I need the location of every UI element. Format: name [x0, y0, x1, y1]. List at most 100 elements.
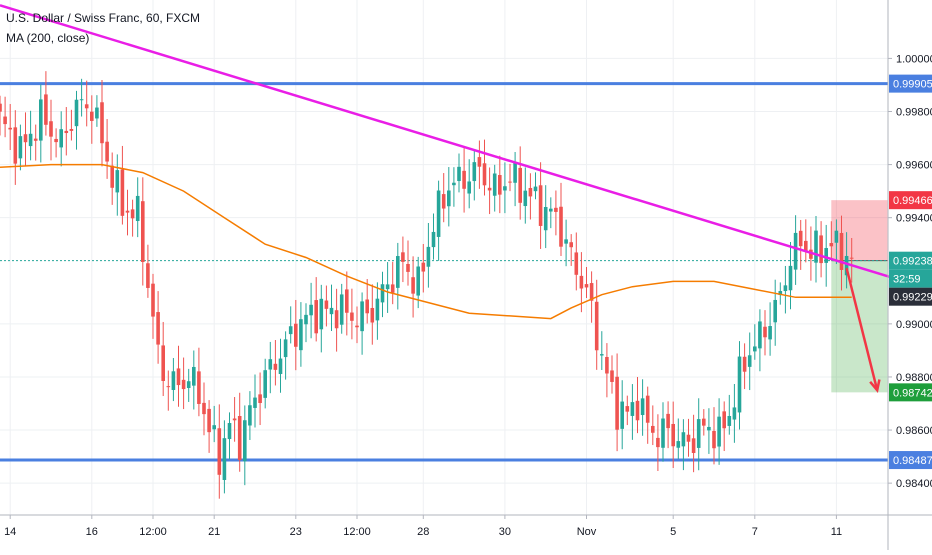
candle-body [702, 418, 706, 426]
candle-body [176, 368, 181, 386]
candle-body [227, 423, 232, 440]
candle-body [375, 298, 380, 321]
y-tick-label: 1.00000 [896, 53, 932, 65]
candle-body [396, 256, 400, 288]
x-tick-label: 14 [4, 526, 16, 538]
x-tick-label: 30 [499, 526, 511, 538]
candle-body [268, 359, 273, 370]
candle-body [278, 358, 283, 375]
target-price-tag-bg [889, 383, 932, 402]
candle-body [625, 406, 630, 412]
candle-body [365, 299, 369, 314]
candle-body [329, 307, 334, 315]
candle-body [482, 163, 487, 186]
candle-body [503, 186, 507, 191]
stop-price-tag: 0.99466 [893, 195, 932, 207]
candle-body [33, 138, 38, 141]
candle-body [712, 430, 716, 449]
x-tick-label: 21 [208, 526, 220, 538]
candle-body [824, 248, 828, 263]
price-tags: 0.99905 0.99466 0.99238 32:59 0.99229 0.98742… [889, 74, 932, 470]
candle-body [243, 420, 247, 462]
candle-body [477, 157, 482, 167]
candle-body [212, 425, 216, 430]
lower-line-price-tag-bg [889, 451, 932, 470]
candle-body [737, 356, 742, 413]
candle-body [59, 129, 63, 148]
candle-body [640, 398, 645, 416]
candle-body [411, 277, 415, 294]
candle-body [13, 127, 18, 164]
candle-body [18, 136, 23, 159]
candle-body [3, 116, 7, 125]
candle-body [610, 370, 614, 382]
candle-body [186, 381, 191, 389]
candle-body [217, 428, 222, 475]
candle-body [564, 239, 568, 244]
symbol-title: U.S. Dollar / Swiss Franc, 60, FXCM [6, 11, 200, 25]
candle-body [319, 298, 324, 330]
countdown-tag: 32:59 [893, 274, 921, 286]
candle-body [263, 370, 267, 398]
candle-body [84, 104, 89, 109]
last-price-tag: 0.99238 [893, 256, 932, 268]
candle-body [64, 130, 69, 134]
candle-body [370, 307, 375, 323]
candle-body [74, 99, 79, 127]
candle-body [294, 323, 298, 347]
candle-body [431, 231, 436, 248]
candle-body [605, 356, 609, 374]
candle-body [630, 402, 635, 416]
candle-body [778, 291, 783, 296]
candle-body [559, 206, 563, 247]
candle-body [452, 182, 456, 186]
candle-body [202, 402, 206, 415]
candle-body [849, 257, 854, 259]
candle-body [518, 167, 522, 203]
candle-body [253, 397, 257, 408]
ma-price-tag-bg [889, 287, 932, 306]
candle-body [513, 162, 517, 183]
resistance-trendline[interactable] [0, 4, 898, 281]
candle-body [589, 283, 594, 301]
y-tick-label: 0.98800 [896, 372, 932, 384]
candle-body [579, 275, 584, 289]
upper-line-price-tag-bg [889, 74, 932, 93]
candle-body [283, 339, 288, 358]
candle-body [441, 194, 446, 209]
candle-body [436, 190, 441, 237]
candle-body [166, 386, 171, 388]
candle-body [447, 190, 451, 207]
candle-body [120, 169, 125, 216]
candle-body [222, 438, 227, 480]
candle-body [814, 230, 818, 263]
candle-body [248, 405, 252, 426]
candle-body [385, 284, 390, 290]
candle-body [839, 232, 844, 270]
y-tick-label: 0.98600 [896, 425, 932, 437]
candle-body [584, 284, 589, 288]
candle-body [569, 242, 573, 248]
candle-body [742, 356, 747, 372]
candle-body [380, 284, 385, 303]
candle-body [105, 141, 109, 162]
candle-body [110, 165, 114, 188]
candle-body [763, 326, 767, 338]
candle-body [656, 437, 660, 448]
x-tick-label: 7 [752, 526, 758, 538]
candle-body [324, 300, 329, 309]
candle-body [288, 326, 293, 335]
candle-body [44, 94, 48, 125]
candle-body [304, 314, 308, 325]
candle-body [421, 262, 426, 272]
x-tick-label: 12:00 [139, 526, 167, 538]
candle-body [615, 376, 619, 430]
candle-body [594, 301, 599, 351]
ma-line [0, 163, 852, 320]
x-tick-label: 28 [417, 526, 429, 538]
down-arrow-shaft[interactable] [845, 267, 879, 391]
trendline [0, 4, 898, 281]
